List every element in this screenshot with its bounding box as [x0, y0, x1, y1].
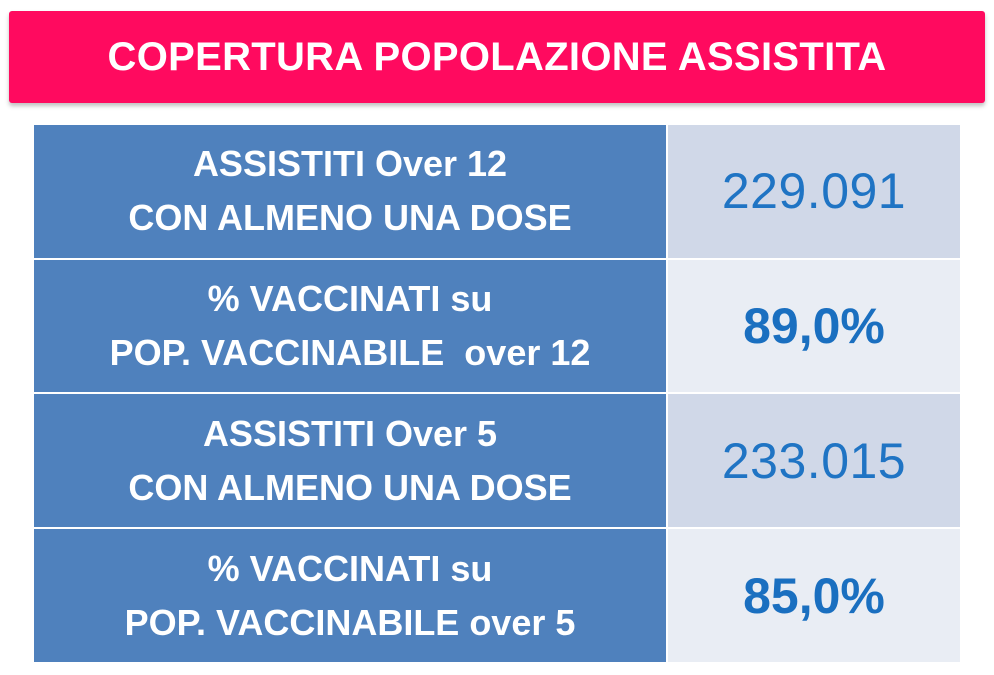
- row-label: % VACCINATI su POP. VACCINABILE over 12: [34, 258, 668, 395]
- row-value-cell: 85,0%: [667, 528, 960, 662]
- banner-title: COPERTURA POPOLAZIONE ASSISTITA: [107, 34, 887, 79]
- row-value-cell: 233.015: [667, 393, 960, 530]
- row-value: 229.091: [721, 163, 907, 220]
- row-value-cell: 89,0%: [667, 258, 960, 395]
- row-label: ASSISTITI Over 12 CON ALMENO UNA DOSE: [34, 125, 668, 260]
- row-label-line1: % VACCINATI su: [207, 547, 493, 589]
- row-label-line2: POP. VACCINABILE over 5: [124, 601, 576, 643]
- table-row: % VACCINATI su POP. VACCINABILE over 5 8…: [34, 528, 960, 662]
- row-label: ASSISTITI Over 5 CON ALMENO UNA DOSE: [34, 393, 668, 530]
- row-value: 85,0%: [743, 567, 885, 624]
- title-banner: COPERTURA POPOLAZIONE ASSISTITA: [9, 11, 985, 103]
- stats-table: ASSISTITI Over 12 CON ALMENO UNA DOSE 22…: [34, 125, 960, 662]
- row-label-line1: ASSISTITI Over 12: [192, 143, 508, 185]
- row-value-cell: 229.091: [667, 125, 960, 260]
- row-label-line2: CON ALMENO UNA DOSE: [128, 197, 572, 239]
- row-label-line1: % VACCINATI su: [207, 278, 493, 320]
- row-value: 233.015: [721, 432, 907, 489]
- row-label: % VACCINATI su POP. VACCINABILE over 5: [34, 528, 668, 662]
- table-row: ASSISTITI Over 5 CON ALMENO UNA DOSE 233…: [34, 393, 960, 530]
- table-row: ASSISTITI Over 12 CON ALMENO UNA DOSE 22…: [34, 125, 960, 260]
- row-label-line1: ASSISTITI Over 5: [202, 412, 498, 454]
- row-label-line2: CON ALMENO UNA DOSE: [128, 466, 572, 508]
- row-label-line2: POP. VACCINABILE over 12: [109, 332, 591, 374]
- table-row: % VACCINATI su POP. VACCINABILE over 12 …: [34, 258, 960, 395]
- row-value: 89,0%: [743, 298, 885, 355]
